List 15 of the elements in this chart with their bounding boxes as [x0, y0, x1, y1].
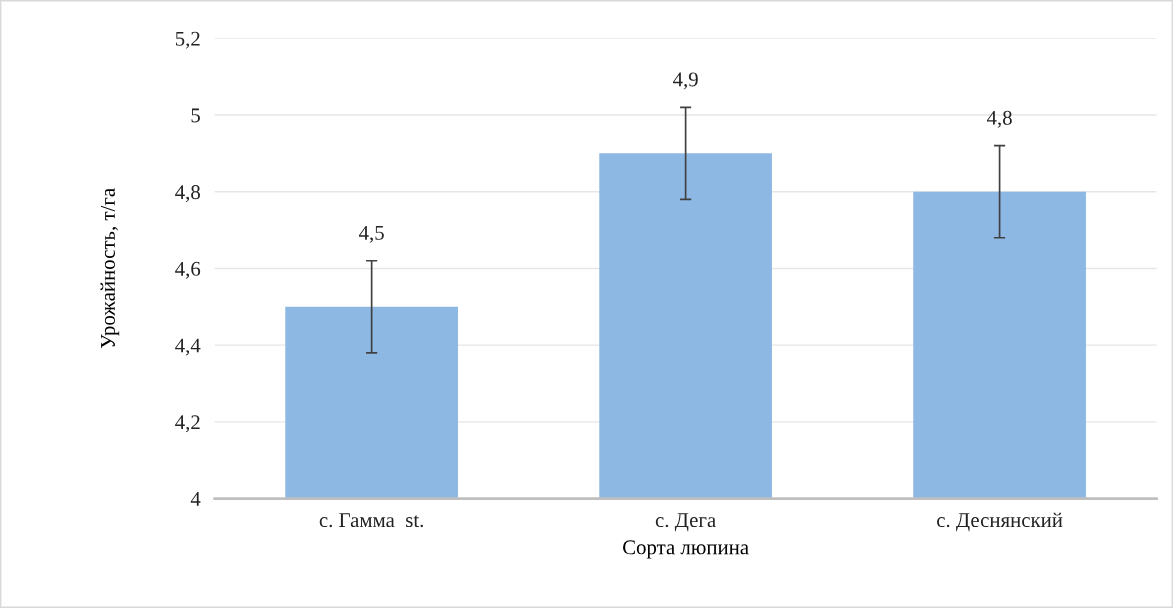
x-axis-title: Сорта люпина [623, 540, 749, 559]
y-tick-label: 4,8 [175, 185, 200, 203]
x-tick-label: с. Дега [655, 513, 716, 532]
y-tick-label: 5 [191, 108, 200, 123]
y-tick-label: 4 [190, 492, 201, 506]
y-tick-label: 4,4 [175, 338, 201, 356]
y-tick-label: 4,6 [175, 261, 201, 279]
y-tick-label: 5,2 [175, 31, 200, 49]
x-tick-label: с. Деснянский [937, 512, 1063, 532]
data-label: 4,5 [359, 225, 384, 243]
data-label: 4,8 [986, 110, 1012, 128]
y-axis-title: Урожайность, т/га [100, 188, 120, 349]
y-tick-label: 4,2 [175, 415, 200, 433]
data-label: 4,9 [673, 72, 698, 90]
x-tick-label: с. Гамма st. [319, 513, 423, 528]
